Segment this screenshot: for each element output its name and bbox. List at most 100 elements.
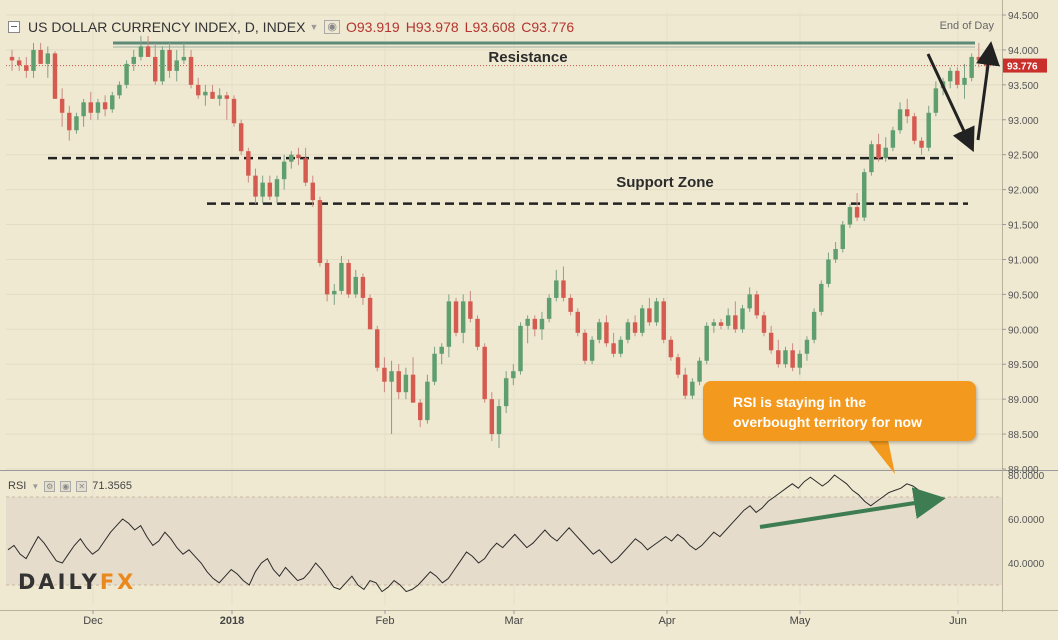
candle-body — [9, 56, 15, 61]
candle-body — [811, 311, 817, 340]
candle-body — [410, 374, 416, 403]
time-tick-label: Apr — [658, 615, 675, 627]
candle-body — [589, 339, 595, 361]
candle-body — [396, 371, 401, 393]
candle-body — [725, 315, 731, 326]
rsi-callout: RSI is staying in the overbought territo… — [703, 381, 976, 441]
candle-body — [102, 102, 108, 110]
candle-body — [704, 325, 709, 361]
settings-icon[interactable]: ⚙ — [44, 480, 56, 492]
candle-body — [375, 329, 380, 368]
candle-body — [611, 343, 616, 354]
candle-body — [597, 322, 602, 340]
candle-body — [217, 95, 222, 99]
candle-body — [546, 297, 552, 319]
rsi-trend-arrow — [759, 487, 946, 529]
candle-body — [568, 297, 573, 312]
candle-body — [489, 399, 495, 435]
candle-body — [52, 53, 58, 99]
chevron-down-icon[interactable]: ▼ — [309, 22, 319, 32]
candle-body — [339, 262, 344, 291]
candle-body — [890, 130, 896, 148]
time-tick-label: Dec — [83, 615, 103, 627]
callout-tail — [868, 440, 895, 474]
candle-body — [153, 56, 158, 82]
candle-body — [783, 350, 788, 365]
candle-body — [919, 140, 924, 148]
time-tick-label: Mar — [505, 615, 524, 627]
collapse-icon[interactable] — [8, 21, 20, 33]
time-tick-label: May — [790, 615, 811, 627]
candle-body — [768, 332, 774, 351]
candle-body — [88, 102, 93, 113]
eye-icon[interactable]: ◉ — [324, 20, 340, 34]
rsi-label[interactable]: RSI — [8, 480, 27, 492]
candle-body — [59, 98, 65, 113]
symbol-title[interactable]: US DOLLAR CURRENCY INDEX, D, INDEX — [28, 19, 306, 35]
candle-body — [160, 49, 165, 82]
candle-body — [561, 280, 566, 298]
candle-body — [482, 346, 487, 400]
price-tick-label: 92.500 — [1008, 151, 1039, 162]
candle-body — [468, 301, 473, 319]
candle-body — [905, 109, 910, 117]
ohlc-open: O93.919 — [346, 19, 400, 35]
candle-body — [539, 318, 545, 330]
rsi-value: 71.3565 — [92, 480, 133, 492]
price-tick-label: 88.000 — [1008, 465, 1039, 476]
candle-body — [332, 290, 337, 295]
candle-body — [310, 182, 316, 201]
time-tick-label: Feb — [376, 615, 395, 627]
candle-body — [453, 301, 459, 333]
candle-body — [418, 402, 423, 421]
candle-body — [632, 322, 638, 333]
candle-body — [897, 109, 903, 131]
candle-body — [238, 123, 244, 152]
candle-body — [289, 154, 294, 162]
candle-body — [532, 318, 538, 330]
candle-body — [761, 315, 767, 333]
candle-body — [654, 301, 659, 323]
candle-body — [95, 102, 101, 113]
support-zone-label: Support Zone — [616, 174, 714, 191]
candle-body — [962, 77, 967, 85]
up-projection-arrow — [976, 41, 1000, 141]
candle-body — [525, 318, 530, 326]
candle-body — [138, 46, 144, 57]
candle-body — [16, 60, 22, 66]
candle-body — [324, 262, 330, 295]
candle-body — [475, 318, 480, 347]
candle-body — [346, 262, 351, 295]
candle-body — [697, 360, 702, 382]
rsi-overbought-oversold-band — [6, 497, 1002, 585]
annotations: Resistance Support Zone — [488, 41, 1000, 529]
candle-body — [840, 224, 845, 249]
candle-body — [38, 49, 43, 64]
rsi-chevron-down-icon[interactable]: ▼ — [31, 481, 40, 491]
candle-body — [575, 311, 580, 333]
candle-body — [145, 46, 151, 57]
time-tick-label: 2018 — [220, 615, 244, 627]
candle-body — [403, 374, 409, 393]
candle-body — [124, 63, 129, 85]
candle-body — [711, 322, 717, 326]
candle-body — [582, 332, 588, 361]
candle-body — [110, 95, 115, 110]
candle-body — [45, 53, 51, 64]
candle-body — [826, 259, 831, 284]
candle-body — [188, 56, 194, 85]
candle-body — [618, 339, 623, 354]
candle-body — [203, 91, 208, 96]
candle-body — [425, 381, 430, 421]
candle-body — [267, 182, 273, 197]
price-tick-label: 92.000 — [1008, 186, 1039, 197]
candle-body — [174, 60, 179, 71]
eye-toggle-icon[interactable]: ◉ — [60, 480, 72, 492]
time-tick-label: Jun — [949, 615, 967, 627]
candle-body — [682, 374, 688, 396]
price-tick-label: 91.000 — [1008, 255, 1039, 266]
dailyfx-logo: DAILYFX — [18, 570, 136, 594]
candle-body — [554, 280, 559, 298]
close-icon[interactable]: ✕ — [76, 480, 88, 492]
